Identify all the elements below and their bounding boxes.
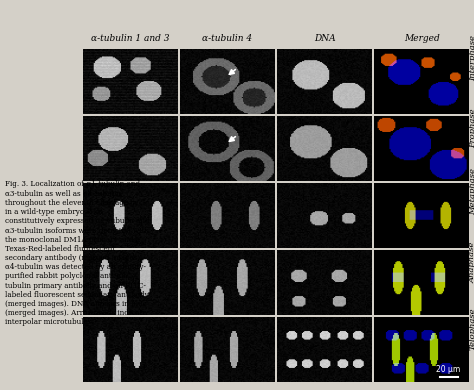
Text: DNA: DNA — [314, 34, 336, 43]
Text: 20 μm: 20 μm — [437, 365, 461, 374]
Text: α-tubulin 1 and 3: α-tubulin 1 and 3 — [91, 34, 170, 43]
Text: α-tubulin 4: α-tubulin 4 — [202, 34, 253, 43]
Text: Telophase: Telophase — [469, 307, 474, 350]
Text: Interphase: Interphase — [469, 35, 474, 82]
Text: Anaphase: Anaphase — [469, 241, 474, 282]
Text: Merged: Merged — [404, 34, 440, 43]
Text: Prophase: Prophase — [469, 109, 474, 149]
Text: Metaphase: Metaphase — [469, 168, 474, 216]
Text: Fig. 3. Localization of α1-tubulin and
α3-tubulin as well as α4-tubulin
througho: Fig. 3. Localization of α1-tubulin and α… — [5, 181, 149, 326]
